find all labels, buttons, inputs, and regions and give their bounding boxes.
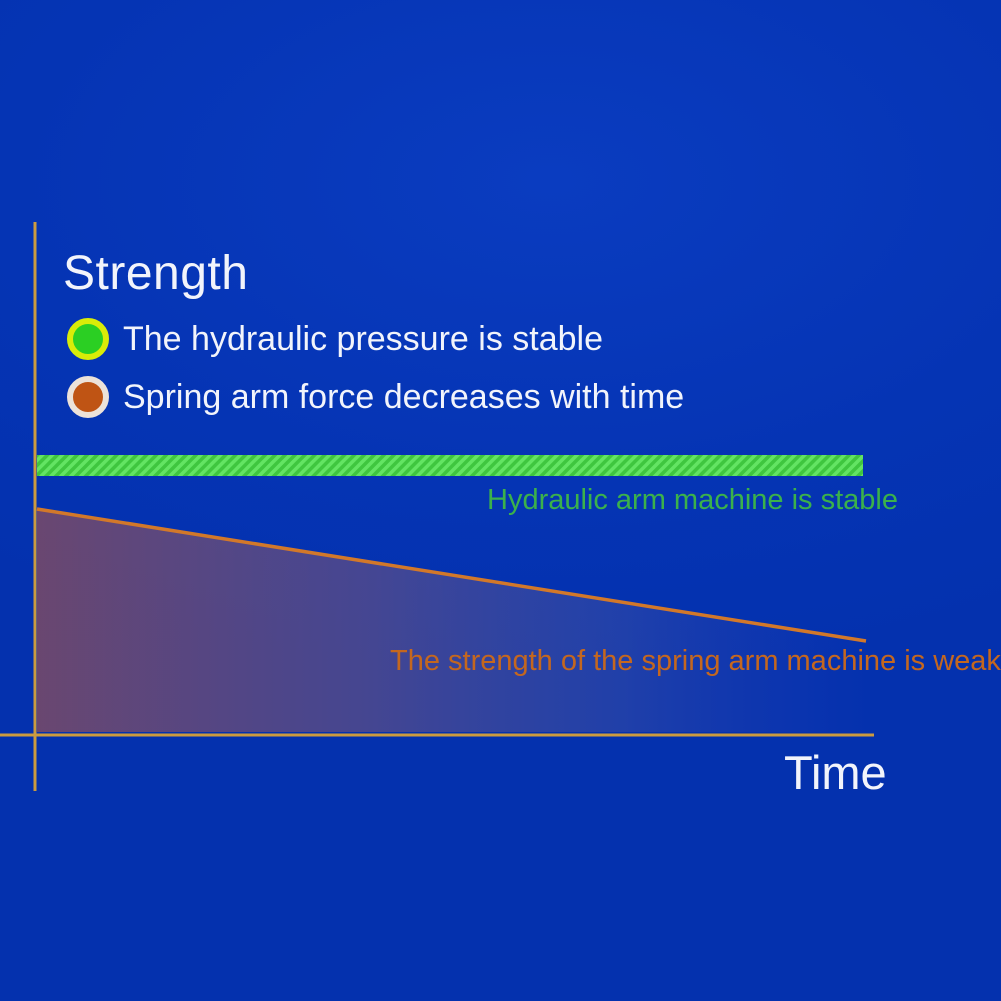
legend-item-hydraulic: The hydraulic pressure is stable	[67, 318, 684, 360]
legend-item-spring: Spring arm force decreases with time	[67, 376, 684, 418]
legend-label-hydraulic: The hydraulic pressure is stable	[123, 319, 604, 358]
spring-force-area	[37, 509, 874, 732]
legend-label-spring: Spring arm force decreases with time	[123, 377, 685, 416]
legend: The hydraulic pressure is stable Spring …	[67, 318, 684, 434]
green-marker-icon	[67, 318, 109, 360]
y-axis-title: Strength	[63, 247, 249, 300]
spring-force-line	[36, 507, 867, 643]
hydraulic-pressure-band	[37, 455, 863, 476]
spring-weak-annotation: The strength of the spring arm machine i…	[390, 645, 1001, 677]
x-axis-title: Time	[784, 746, 887, 799]
hydraulic-band-annotation: Hydraulic arm machine is stable	[487, 484, 898, 516]
orange-marker-icon	[67, 376, 109, 418]
